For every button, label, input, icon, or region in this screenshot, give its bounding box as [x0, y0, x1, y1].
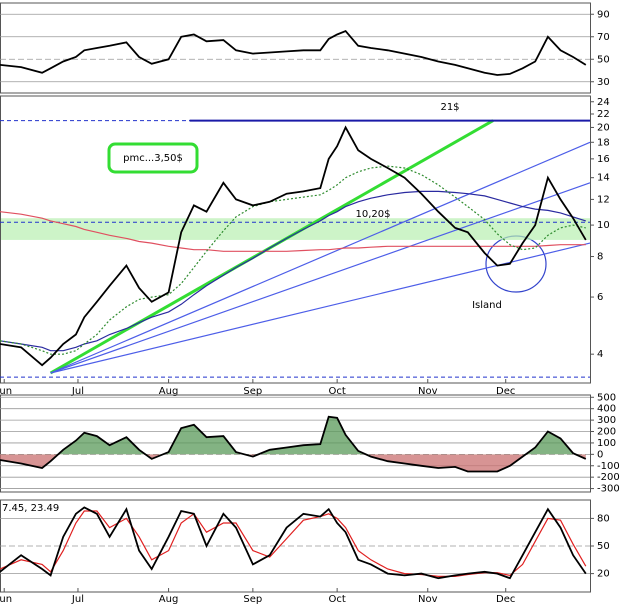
- x-tick-label: Jul: [71, 386, 84, 397]
- y-tick-label: 6: [597, 292, 603, 303]
- annotation: 10,20$: [356, 209, 391, 220]
- series-line: [0, 506, 587, 580]
- annotation-box: [107, 142, 199, 174]
- y-tick-label: 30: [597, 77, 610, 88]
- y-tick-label: 50: [597, 541, 610, 552]
- x-tick-label: Nov: [418, 594, 438, 605]
- y-tick-label: 4: [597, 349, 603, 360]
- y-tick-label: 24: [597, 97, 610, 108]
- y-tick-label: 20: [597, 122, 610, 133]
- y-tick-label: 18: [597, 137, 610, 148]
- y-tick-label: 200: [597, 427, 616, 438]
- annotation: pmc...3,50$: [123, 153, 183, 164]
- series-line: [0, 190, 586, 352]
- y-tick-label: 20: [597, 569, 610, 580]
- series-line: [0, 510, 587, 577]
- y-tick-label: 14: [597, 173, 610, 184]
- y-tick-label: -200: [597, 472, 620, 483]
- panel-frame: [0, 2, 591, 94]
- annotation: Island: [472, 300, 502, 311]
- x-tick-label: Aug: [159, 594, 179, 605]
- trendline: [50, 182, 591, 374]
- y-tick-label: 8: [597, 252, 603, 263]
- x-tick-label: Nov: [418, 386, 438, 397]
- y-tick-label: -100: [597, 461, 620, 472]
- y-tick-label: 12: [597, 194, 610, 205]
- x-tick-label: Aug: [159, 386, 179, 397]
- y-tick-label: 10: [597, 220, 610, 231]
- series-line: [0, 165, 586, 355]
- trendline: [50, 242, 591, 374]
- y-tick-label: 70: [597, 32, 610, 43]
- y-tick-label: 100: [597, 438, 616, 449]
- y-tick-label: 500: [597, 392, 616, 403]
- x-tick-label: Jun: [0, 594, 12, 605]
- x-tick-label: Sep: [243, 386, 262, 397]
- y-tick-label: 300: [597, 415, 616, 426]
- y-tick-label: 50: [597, 54, 610, 65]
- y-tick-label: 80: [597, 513, 610, 524]
- panel-frame: [0, 499, 591, 593]
- panel-frame: [0, 95, 591, 384]
- annotation: 21$: [440, 102, 459, 113]
- y-tick-label: 22: [597, 109, 610, 120]
- panel-frame: [0, 394, 591, 493]
- support-band: [1, 218, 590, 240]
- y-tick-label: 0: [597, 449, 603, 460]
- series-line: [0, 211, 586, 252]
- x-tick-label: Jul: [71, 594, 84, 605]
- series-line: [0, 415, 587, 473]
- trendline: [50, 141, 591, 374]
- y-tick-label: 90: [597, 9, 610, 20]
- y-tick-label: -300: [597, 484, 620, 495]
- x-tick-label: Sep: [243, 594, 262, 605]
- x-tick-label: Dec: [496, 386, 515, 397]
- x-tick-label: Oct: [328, 386, 345, 397]
- x-tick-label: Jun: [0, 386, 12, 397]
- y-tick-label: 16: [597, 154, 610, 165]
- x-tick-label: Dec: [496, 594, 515, 605]
- series-line: [0, 125, 587, 367]
- y-tick-label: 400: [597, 404, 616, 415]
- x-tick-label: Oct: [328, 594, 345, 605]
- series-line: [0, 30, 587, 76]
- indicator-label: 7.45, 23.49: [2, 503, 59, 514]
